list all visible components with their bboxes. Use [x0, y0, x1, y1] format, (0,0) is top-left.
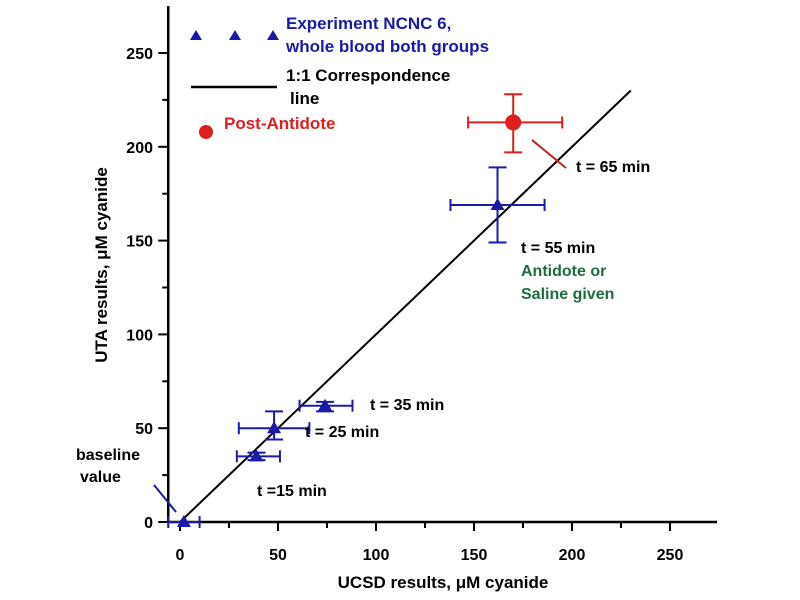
data-point — [167, 515, 201, 528]
annotation-baseline-2: value — [80, 469, 121, 486]
legend-label-post-antidote: Post-Antidote — [224, 114, 335, 133]
x-tick-label: 250 — [657, 547, 684, 564]
y-tick-label: 100 — [126, 327, 153, 344]
triangle-marker — [267, 421, 282, 434]
x-tick-label: 50 — [269, 547, 287, 564]
legend-triangle-marker — [229, 30, 241, 40]
x-axis-label: UCSD results, μM cyanide — [338, 573, 549, 592]
annotation-t65: t = 65 min — [576, 159, 650, 176]
legend-label-correspondence-1: 1:1 Correspondence — [286, 66, 450, 85]
annotation-antidote-2: Saline given — [521, 286, 614, 303]
x-tick-label: 0 — [176, 547, 185, 564]
y-tick-label: 250 — [126, 46, 153, 63]
legend-triangle-marker — [190, 30, 202, 40]
annotation-antidote-1: Antidote or — [521, 263, 606, 280]
legend-circle-marker — [199, 125, 213, 139]
triangle-marker — [176, 515, 191, 527]
legend-label-experiment-2: whole blood both groups — [285, 37, 489, 56]
data-point — [237, 410, 311, 441]
x-tick-label: 200 — [559, 547, 586, 564]
triangle-marker — [490, 197, 505, 210]
legend-triangle-marker — [267, 30, 279, 40]
annotation-t25: t = 25 min — [305, 424, 379, 441]
triangle-marker — [249, 449, 264, 462]
y-tick-label: 0 — [144, 515, 153, 532]
annotation-t15: t =15 min — [257, 483, 327, 500]
legend-label-experiment-1: Experiment NCNC 6, — [286, 14, 451, 33]
y-tick-label: 200 — [126, 140, 153, 157]
data-point — [235, 449, 281, 463]
annotation-baseline-pointer — [153, 484, 177, 513]
y-tick-label: 150 — [126, 234, 153, 251]
y-tick-label: 50 — [135, 421, 153, 438]
annotations: baseline value t =15 min t = 25 min t = … — [76, 139, 650, 513]
data-point — [467, 93, 564, 154]
x-tick-label: 150 — [461, 547, 488, 564]
reference-line — [179, 89, 632, 523]
annotation-t65-pointer — [531, 139, 567, 169]
data-point — [449, 166, 546, 244]
axes: 0 50 100 150 200 250 0 50 100 150 200 250 — [126, 6, 718, 564]
legend-label-correspondence-2: line — [290, 89, 319, 108]
circle-marker — [505, 114, 522, 131]
legend: Experiment NCNC 6, whole blood both grou… — [190, 14, 489, 139]
annotation-t35: t = 35 min — [370, 397, 444, 414]
data-point — [298, 398, 354, 413]
data-points — [167, 93, 564, 528]
correspondence-line — [179, 89, 632, 523]
x-tick-label: 100 — [363, 547, 390, 564]
triangle-marker — [318, 398, 333, 411]
y-axis-label: UTA results, μM cyanide — [92, 167, 111, 363]
annotation-baseline-1: baseline — [76, 447, 140, 464]
annotation-t55: t = 55 min — [521, 240, 595, 257]
